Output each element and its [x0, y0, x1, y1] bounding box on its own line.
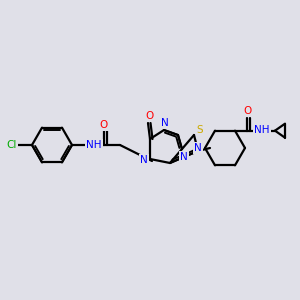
Text: NH: NH — [254, 125, 270, 135]
Text: N: N — [140, 155, 148, 165]
Text: N: N — [180, 152, 188, 162]
Text: N: N — [161, 118, 169, 128]
Text: S: S — [197, 125, 203, 135]
Text: Cl: Cl — [7, 140, 17, 150]
Text: O: O — [100, 120, 108, 130]
Text: O: O — [244, 106, 252, 116]
Text: NH: NH — [86, 140, 102, 150]
Text: N: N — [194, 143, 202, 153]
Text: O: O — [145, 111, 153, 121]
